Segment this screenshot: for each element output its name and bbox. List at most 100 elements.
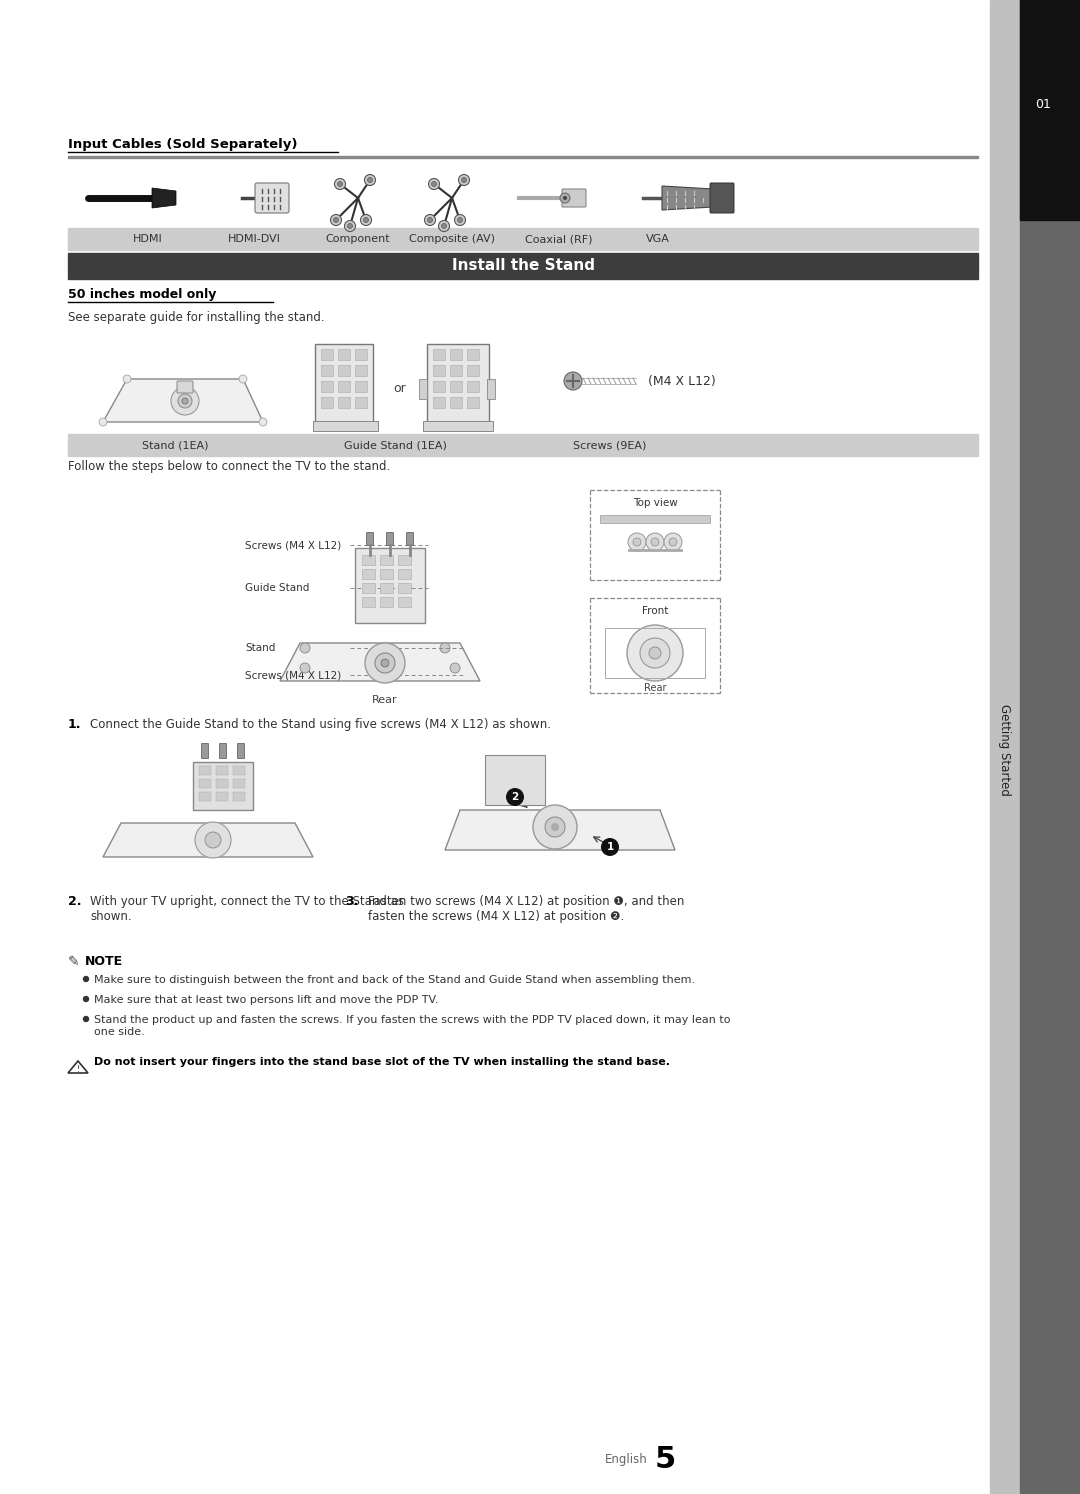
Circle shape [442, 224, 446, 229]
FancyBboxPatch shape [562, 190, 586, 208]
Text: Screws (9EA): Screws (9EA) [573, 441, 647, 450]
Circle shape [564, 372, 582, 390]
Circle shape [600, 838, 619, 856]
Circle shape [438, 221, 449, 232]
Bar [321, 365, 333, 376]
Text: Coaxial (RF): Coaxial (RF) [525, 235, 593, 244]
Bar [433, 397, 445, 408]
Bar [362, 554, 375, 565]
Circle shape [561, 193, 570, 203]
Text: !: ! [77, 1065, 80, 1074]
Circle shape [507, 787, 524, 805]
Text: 1.: 1. [68, 719, 81, 731]
Bar [990, 0, 1045, 1494]
Bar [362, 598, 375, 607]
Bar [68, 155, 978, 157]
Text: VGA: VGA [646, 235, 670, 244]
Circle shape [348, 224, 352, 229]
FancyBboxPatch shape [387, 532, 393, 545]
Text: 3.: 3. [345, 895, 359, 908]
Text: (M4 X L12): (M4 X L12) [648, 375, 716, 387]
Text: 1: 1 [606, 843, 613, 852]
Circle shape [83, 977, 89, 982]
Bar [487, 379, 495, 399]
Circle shape [428, 218, 432, 223]
FancyBboxPatch shape [255, 182, 289, 214]
Bar [485, 754, 545, 805]
Text: Stand (1EA): Stand (1EA) [141, 441, 208, 450]
Text: NOTE: NOTE [85, 955, 123, 968]
Text: See separate guide for installing the stand.: See separate guide for installing the st… [68, 311, 325, 324]
Bar [233, 778, 245, 787]
FancyBboxPatch shape [315, 344, 373, 424]
Bar [450, 381, 462, 391]
Circle shape [432, 181, 436, 187]
Bar [605, 627, 705, 678]
Circle shape [195, 822, 231, 858]
Circle shape [545, 817, 565, 837]
Text: Make sure to distinguish between the front and back of the Stand and Guide Stand: Make sure to distinguish between the fro… [94, 976, 696, 985]
Bar [380, 569, 393, 580]
Text: Fasten two screws (M4 X L12) at position ❶, and then
fasten the screws (M4 X L12: Fasten two screws (M4 X L12) at position… [368, 895, 685, 923]
Bar [450, 350, 462, 360]
Circle shape [345, 221, 355, 232]
Circle shape [178, 394, 192, 408]
Bar [321, 381, 333, 391]
Text: Stand: Stand [245, 642, 275, 653]
Polygon shape [662, 185, 713, 211]
Circle shape [335, 178, 346, 190]
Text: Screws (M4 X L12): Screws (M4 X L12) [245, 669, 341, 680]
FancyBboxPatch shape [219, 744, 227, 759]
Bar [467, 397, 480, 408]
Circle shape [99, 418, 107, 426]
Circle shape [259, 418, 267, 426]
Bar [338, 365, 350, 376]
Text: 01: 01 [1035, 99, 1051, 112]
Circle shape [364, 218, 368, 223]
Circle shape [361, 215, 372, 226]
Text: 50 inches model only: 50 inches model only [68, 288, 216, 300]
Circle shape [300, 663, 310, 672]
Text: With your TV upright, connect the TV to the Stand as
shown.: With your TV upright, connect the TV to … [90, 895, 404, 923]
Bar [450, 365, 462, 376]
Bar [399, 554, 411, 565]
Circle shape [640, 638, 670, 668]
Bar [338, 397, 350, 408]
Circle shape [633, 538, 642, 545]
Circle shape [669, 538, 677, 545]
Polygon shape [355, 548, 426, 623]
Bar [450, 397, 462, 408]
Circle shape [83, 1016, 89, 1022]
Bar [433, 350, 445, 360]
Bar [399, 583, 411, 593]
Bar [380, 583, 393, 593]
Bar [338, 381, 350, 391]
Circle shape [123, 375, 131, 382]
Polygon shape [152, 188, 176, 208]
Bar [362, 569, 375, 580]
Circle shape [367, 178, 373, 182]
Circle shape [646, 533, 664, 551]
Text: Make sure that at least two persons lift and move the PDP TV.: Make sure that at least two persons lift… [94, 995, 438, 1005]
Bar [233, 792, 245, 801]
Text: ✎: ✎ [68, 955, 80, 970]
Circle shape [205, 832, 221, 849]
FancyBboxPatch shape [366, 532, 374, 545]
Circle shape [563, 196, 567, 200]
Text: Rear: Rear [373, 695, 397, 705]
Circle shape [649, 647, 661, 659]
Text: Install the Stand: Install the Stand [451, 258, 594, 273]
FancyBboxPatch shape [427, 344, 489, 424]
Bar [321, 397, 333, 408]
Text: Guide Stand (1EA): Guide Stand (1EA) [343, 441, 446, 450]
Circle shape [627, 624, 683, 681]
Bar [399, 569, 411, 580]
Text: Do not insert your fingers into the stand base slot of the TV when installing th: Do not insert your fingers into the stan… [94, 1056, 670, 1067]
Text: HDMI: HDMI [133, 235, 163, 244]
Circle shape [551, 823, 559, 831]
Bar [380, 598, 393, 607]
Text: 5: 5 [654, 1446, 676, 1475]
Text: Connect the Guide Stand to the Stand using five screws (M4 X L12) as shown.: Connect the Guide Stand to the Stand usi… [90, 719, 551, 731]
FancyBboxPatch shape [406, 532, 414, 545]
Text: Guide Stand: Guide Stand [245, 583, 309, 593]
